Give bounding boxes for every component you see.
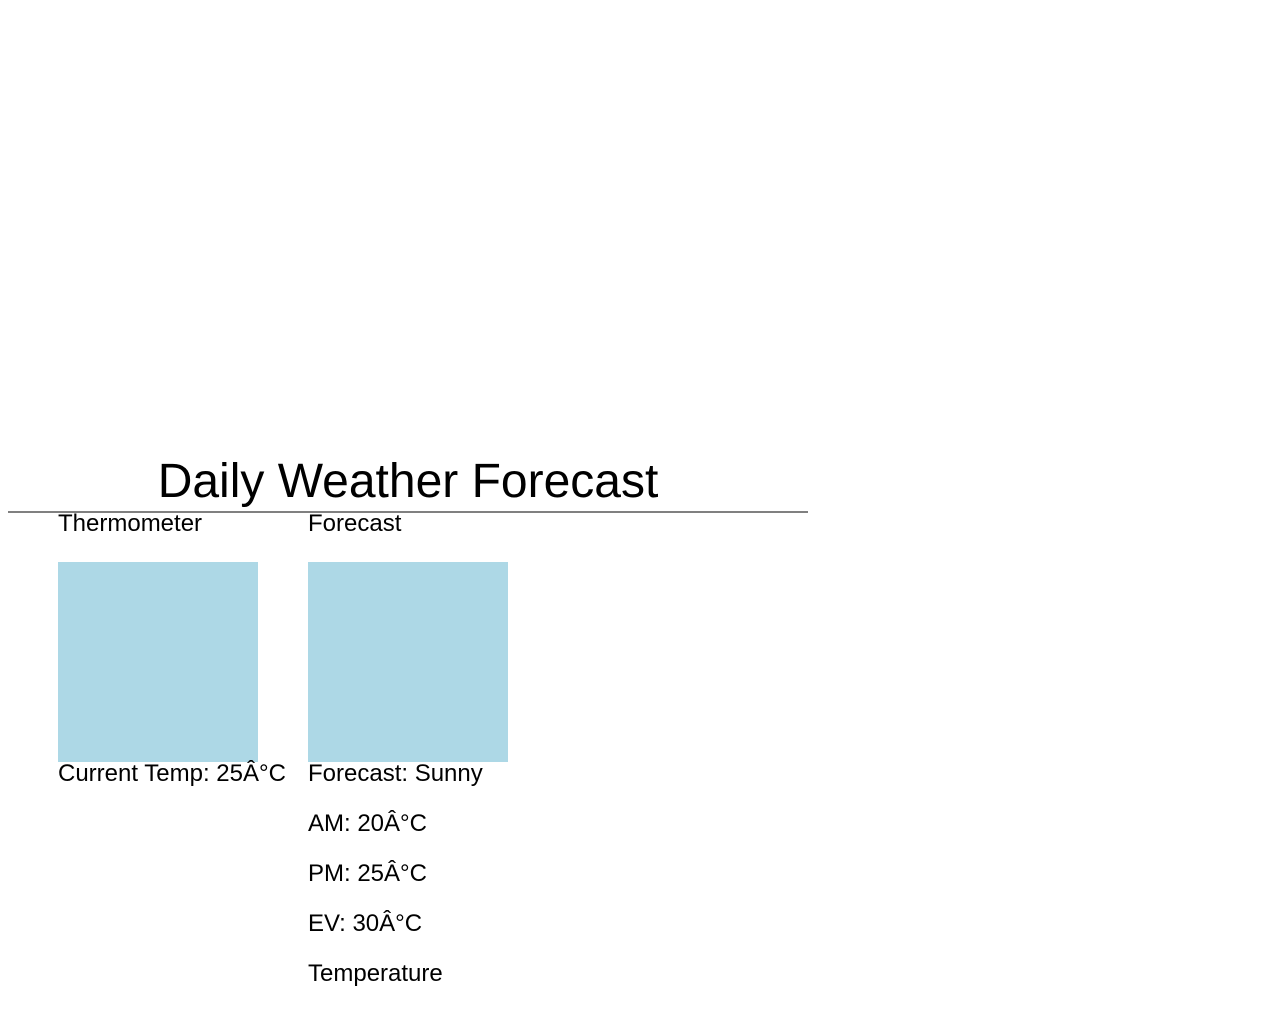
page-title: Daily Weather Forecast: [157, 455, 659, 508]
current-temp-label: Current Temp: 25Â°C: [58, 760, 286, 787]
forecast-panel: [308, 562, 508, 762]
thermometer-heading: Thermometer: [58, 510, 203, 537]
forecast-pm: PM: 25Â°C: [308, 860, 427, 887]
forecast-summary: Forecast: Sunny: [308, 760, 483, 787]
forecast-ev: EV: 30Â°C: [308, 910, 423, 937]
thermometer-panel: [58, 562, 258, 762]
temperature-label: Temperature: [308, 960, 443, 987]
forecast-heading: Forecast: [308, 510, 402, 537]
forecast-am: AM: 20Â°C: [308, 810, 427, 837]
title-divider: [8, 511, 808, 513]
